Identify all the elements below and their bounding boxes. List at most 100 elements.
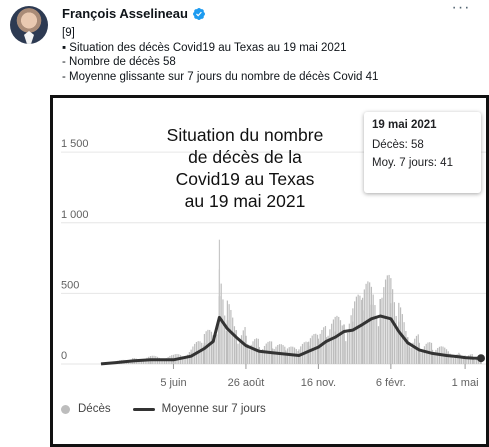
death-bar: [228, 304, 230, 364]
death-bar: [201, 342, 203, 364]
death-bar: [324, 326, 327, 364]
more-options-button[interactable]: ···: [450, 0, 472, 19]
death-bar: [187, 354, 189, 364]
death-bar: [240, 335, 243, 364]
death-bar: [339, 320, 342, 364]
death-bar: [374, 305, 376, 364]
death-bar: [273, 349, 275, 364]
death-bar: [468, 355, 470, 364]
death-bar: [242, 330, 244, 364]
death-bar: [237, 343, 239, 364]
death-bar: [325, 337, 328, 364]
death-bar: [162, 360, 164, 364]
chart-title-line: de décès de la: [188, 147, 302, 167]
death-bar: [464, 355, 466, 364]
death-bar: [357, 294, 359, 364]
death-bar: [462, 358, 464, 364]
death-bar: [131, 361, 133, 364]
death-bar: [316, 334, 319, 364]
death-bar: [334, 331, 336, 364]
tweet-media-chart[interactable]: 0 500 1 000 1 500 5 juin 26 août 16 nov. 6 févr…: [50, 95, 489, 447]
death-bar: [245, 335, 247, 364]
death-bar: [183, 358, 185, 364]
death-bar: [286, 348, 289, 364]
y-tick-label: 0: [61, 350, 67, 362]
death-bar: [433, 352, 435, 364]
death-bar: [408, 346, 411, 364]
death-bar: [435, 349, 437, 364]
death-bar: [447, 351, 449, 364]
death-bar: [453, 358, 455, 364]
y-tick-label: 1 500: [61, 138, 89, 150]
death-bar: [458, 352, 460, 364]
death-bar: [384, 279, 387, 364]
death-bar: [317, 341, 320, 364]
legend-line-swatch: [132, 407, 155, 411]
death-bar: [329, 329, 331, 364]
death-bar: [425, 343, 427, 364]
death-bar: [185, 357, 187, 364]
death-bar: [139, 360, 141, 364]
death-bar: [393, 302, 395, 364]
death-bar: [338, 316, 340, 364]
death-bar: [284, 351, 287, 364]
death-bar: [203, 342, 206, 364]
average-end-marker: [477, 354, 485, 363]
death-bar: [247, 343, 249, 364]
death-bar: [410, 347, 412, 364]
death-bar: [216, 334, 218, 364]
death-bar: [386, 275, 388, 364]
death-bar: [392, 289, 394, 364]
death-bar: [232, 317, 234, 364]
death-bar: [361, 299, 363, 364]
death-bar: [343, 324, 345, 364]
legend-bar-swatch: [61, 404, 70, 414]
death-bar: [352, 321, 354, 364]
death-bar: [359, 295, 361, 364]
death-bar: [475, 358, 478, 364]
death-bar: [210, 331, 213, 364]
avatar[interactable]: [10, 6, 48, 44]
death-bar: [418, 342, 420, 364]
death-bar: [212, 335, 215, 364]
tweet-line: - Nombre de décès 58: [62, 56, 176, 68]
death-bar: [369, 282, 371, 364]
death-bar: [220, 283, 222, 364]
death-bar: [214, 331, 216, 364]
death-bar: [423, 346, 426, 364]
death-bar: [248, 349, 251, 364]
death-bar: [390, 303, 392, 364]
x-tick-label: 16 nov.: [301, 377, 336, 389]
death-bar: [271, 348, 274, 364]
death-bar: [164, 359, 166, 364]
death-bar: [202, 345, 205, 364]
tweet-text: [9] ▪ Situation des décès Covid19 au Tex…: [62, 26, 482, 84]
death-bar: [275, 346, 277, 364]
death-bar: [383, 287, 385, 364]
death-bar: [209, 329, 211, 364]
death-bar: [225, 330, 228, 364]
tooltip-date: 19 mai 2021: [372, 119, 437, 131]
death-bar: [254, 339, 256, 364]
tooltip-deaths: Décès: 58: [372, 139, 424, 151]
death-bar: [370, 304, 373, 364]
death-bar: [414, 338, 416, 364]
death-bar: [472, 356, 474, 364]
deaths-chart: 0 500 1 000 1 500 5 juin 26 août 16 nov. 6 févr…: [61, 138, 486, 389]
death-bar: [321, 329, 323, 364]
death-bar: [222, 299, 224, 364]
author-name[interactable]: François Asselineau: [62, 6, 188, 21]
death-bar: [341, 325, 343, 364]
death-bar: [451, 356, 453, 364]
death-bar: [336, 315, 338, 364]
tweet-line: - Moyenne glissante sur 7 jours du nombr…: [62, 70, 379, 83]
death-bar: [377, 326, 380, 364]
death-bar: [319, 333, 321, 364]
death-bar: [252, 341, 254, 364]
death-bar: [141, 361, 143, 364]
tooltip-average: Moy. 7 jours: 41: [372, 157, 453, 169]
death-bar: [456, 354, 458, 364]
death-bar: [265, 343, 267, 364]
death-bar: [403, 322, 405, 364]
